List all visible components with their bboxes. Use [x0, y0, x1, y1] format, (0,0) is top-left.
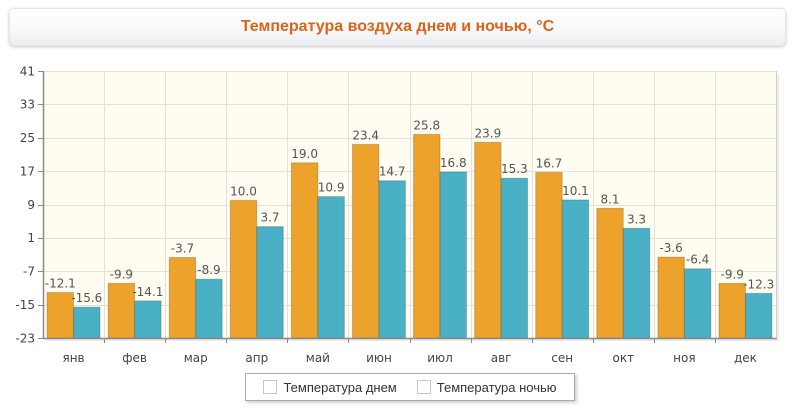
- y-tick-label-7: 25: [20, 131, 35, 145]
- bar-day-3: [168, 256, 197, 339]
- data-label-day-8: 23.9: [475, 126, 502, 140]
- bar-day-4: [229, 199, 258, 339]
- data-label-night-12: -12.3: [743, 277, 774, 291]
- data-label-night-7: 16.8: [440, 156, 467, 170]
- legend-item-night: Температура ночью: [416, 379, 557, 395]
- bar-day-10: [596, 207, 624, 339]
- data-label-night-3: -8.9: [197, 263, 220, 277]
- x-tick-label-4: апр: [245, 351, 268, 365]
- x-tick-label-11: ноя: [673, 351, 695, 365]
- legend: Температура днем Температура ночью: [245, 373, 575, 401]
- x-tick-label-9: сен: [551, 351, 573, 365]
- x-tick-label-3: мар: [184, 351, 208, 365]
- gridlines: [43, 71, 776, 339]
- bar-day-2: [107, 282, 136, 339]
- bar-night-11: [683, 268, 712, 339]
- legend-item-day: Температура днем: [263, 379, 397, 395]
- bar-day-1: [46, 292, 75, 339]
- legend-swatch-day: [263, 380, 278, 394]
- data-label-day-2: -9.9: [110, 267, 133, 281]
- bar-night-8: [500, 177, 529, 339]
- bar-night-5: [317, 196, 345, 339]
- data-label-day-12: -9.9: [720, 267, 743, 281]
- data-label-night-4: 3.7: [260, 211, 279, 225]
- bar-night-2: [134, 300, 162, 339]
- bar-day-5: [290, 162, 319, 339]
- x-axis-labels: янв фев мар апр май июн июл авг сен окт ноя дек: [62, 351, 756, 365]
- x-axis-ticks: [104, 338, 716, 343]
- x-tick-label-2: фев: [122, 351, 147, 365]
- data-label-day-11: -3.6: [659, 241, 682, 255]
- x-tick-label-1: янв: [62, 351, 84, 365]
- data-label-night-5: 10.9: [318, 181, 345, 195]
- data-label-day-9: 16.7: [536, 156, 563, 170]
- y-tick-label-8: 33: [20, 98, 35, 112]
- data-labels: -12.1 -9.9 -3.7 10.0 19.0 23.4 25.8 23.9 16.7 8.1…: [45, 118, 774, 305]
- y-tick-label-3: -7: [23, 265, 35, 279]
- bar-night-6: [378, 180, 406, 339]
- y-axis-labels: -23 -15 -7 1 9 17 25 33 41: [15, 64, 35, 345]
- bar-night-12: [744, 292, 773, 339]
- data-label-day-4: 10.0: [230, 184, 257, 198]
- bar-night-1: [73, 306, 101, 339]
- y-tick-label-1: -23: [15, 331, 35, 345]
- bar-night-4: [256, 226, 284, 339]
- bar-day-11: [657, 256, 685, 339]
- chart-title-box: Температура воздуха днем и ночью, °C: [9, 8, 786, 46]
- bar-day-8: [474, 141, 502, 339]
- x-tick-label-5: май: [306, 351, 330, 365]
- y-tick-label-6: 17: [20, 164, 35, 178]
- bar-night-7: [439, 171, 468, 339]
- data-label-night-9: 10.1: [562, 184, 589, 198]
- bar-night-10: [622, 227, 651, 339]
- legend-label-day: Температура днем: [283, 379, 397, 395]
- data-label-day-3: -3.7: [171, 241, 194, 255]
- data-label-day-5: 19.0: [291, 147, 318, 161]
- bar-day-9: [535, 171, 563, 339]
- bar-day-6: [351, 143, 380, 339]
- x-tick-label-7: июл: [427, 351, 453, 365]
- x-tick-label-12: дек: [734, 351, 757, 365]
- y-tick-label-5: 9: [27, 198, 35, 212]
- data-label-night-6: 14.7: [379, 165, 406, 179]
- bar-day-7: [413, 133, 441, 339]
- legend-label-night: Температура ночью: [436, 379, 557, 395]
- bar-night-9: [561, 199, 590, 339]
- data-label-night-1: -15.6: [71, 291, 102, 305]
- data-label-night-2: -14.1: [132, 285, 163, 299]
- bars: [46, 133, 773, 339]
- x-tick-label-6: июн: [366, 351, 392, 365]
- data-label-day-1: -12.1: [45, 277, 76, 291]
- y-tick-label-2: -15: [15, 298, 35, 312]
- chart-title: Температура воздуха днем и ночью, °C: [240, 18, 555, 35]
- data-label-night-10: 3.3: [627, 212, 646, 226]
- data-label-day-6: 23.4: [352, 128, 379, 142]
- data-label-night-11: -6.4: [686, 253, 709, 267]
- y-axis-ticks: [38, 71, 43, 339]
- data-label-night-8: 15.3: [501, 162, 528, 176]
- x-tick-label-10: окт: [612, 351, 634, 365]
- y-tick-label-9: 41: [20, 64, 35, 78]
- data-label-day-10: 8.1: [600, 192, 619, 206]
- bar-night-3: [195, 278, 223, 339]
- bar-day-12: [718, 282, 746, 339]
- y-tick-label-4: 1: [27, 231, 35, 245]
- legend-swatch-night: [416, 380, 431, 394]
- x-tick-label-8: авг: [491, 351, 512, 365]
- data-label-day-7: 25.8: [413, 118, 440, 132]
